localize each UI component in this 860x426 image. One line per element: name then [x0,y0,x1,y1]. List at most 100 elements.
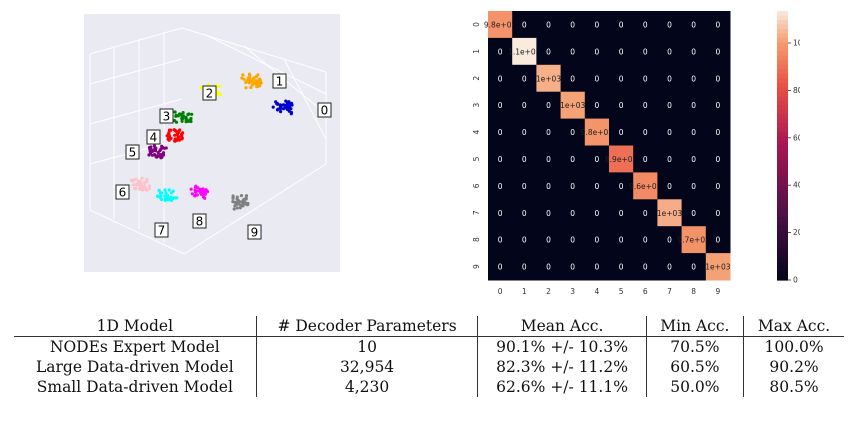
x-tick-label: 8 [691,287,696,296]
scatter-point [276,102,280,106]
heatmap-cell [560,172,586,200]
colorbar-segment [777,248,788,254]
y-tick-label: 8 [472,237,481,242]
y-tick-label: 6 [472,183,481,188]
heatmap-cell-label: 0 [716,155,721,164]
colorbar-segment [777,19,788,26]
heatmap-cell [584,226,610,254]
header-model: 1D Model [14,316,257,337]
scatter-point [180,116,184,120]
heatmap-cell [633,118,658,146]
scatter-point [138,186,142,190]
colorbar-segment [777,78,788,84]
heatmap-cell [584,199,610,227]
x-tick-label: 2 [546,287,551,296]
scatter-point [184,115,188,119]
colorbar-segment [777,190,788,196]
heatmap-cell-label: 0 [546,101,551,110]
cell-mean: 62.6% +/- 11.1% [477,377,647,397]
heatmap-cell-label: 0 [498,209,503,218]
scatter-point [284,99,288,103]
heatmap-cell-label: 0 [691,155,696,164]
scatter-point [157,188,161,192]
colorbar-segment [777,109,788,115]
scatter-point [243,201,247,205]
colorbar-segment [777,132,788,138]
colorbar-segment [777,176,788,182]
colorbar-segment [777,154,788,160]
scatter-point [161,153,166,157]
heatmap-cell-label: 0 [546,128,551,137]
scatter-point [159,194,163,198]
digit-label-0: 0 [321,104,329,118]
heatmap-cell [488,64,513,93]
table-header-row: 1D Model # Decoder Parameters Mean Acc. … [14,316,844,337]
colorbar-tick-label: 600 [793,133,800,142]
heatmap-cell-label: 1e+03 [657,209,682,218]
heatmap-cell [584,118,610,146]
scatter-point [161,151,166,155]
heatmap-cell-label: 0 [619,20,624,29]
heatmap-cell-label: 0 [546,155,551,164]
scatter-point [147,184,152,188]
digit-label-4: 4 [150,131,158,145]
heatmap-cell [560,64,586,93]
heatmap-cell [560,145,586,173]
heatmap-cell [657,37,683,66]
colorbar-segment [777,203,788,209]
heatmap-cell [536,118,562,146]
heatmap-cell-label: 0 [570,20,575,29]
scatter-point [152,153,157,157]
scatter-point [201,195,205,199]
scatter-point [193,185,198,189]
digit-label-1: 1 [276,75,284,89]
heatmap-cell [512,118,537,146]
cluster-1 [240,72,263,90]
heatmap-cell [536,64,562,93]
heatmap-cell [512,64,537,93]
heatmap-cell-label: 0 [522,263,527,272]
heatmap-cell [609,145,634,173]
heatmap-cell-label: 0 [595,47,600,56]
scatter-point [137,183,141,187]
scatter-point [134,177,138,181]
scatter-point [167,135,171,139]
heatmap-cell [536,253,562,281]
y-tick-label: 7 [472,210,481,215]
heatmap-cell [633,199,658,227]
heatmap-cell-label: 0 [498,263,503,272]
digit-label-6: 6 [119,186,127,200]
heatmap-cell [609,253,634,281]
heatmap-cell-label: 9.7e+02 [678,236,711,245]
heatmap-cell [560,91,586,120]
grid-line [89,27,183,55]
heatmap-cell-label: 8.9e+02 [605,155,638,164]
scatter-point [163,198,167,202]
heatmap-cell-label: 0 [667,182,672,191]
heatmap-cell-label: 0 [498,101,503,110]
colorbar-segment [777,118,788,124]
scatter-point [278,103,282,107]
heatmap-cell-label: 0 [522,236,527,245]
colorbar-segment [777,163,788,169]
colorbar-segment [777,275,788,281]
heatmap-cell [657,11,683,39]
scatter-point [190,112,194,116]
heatmap-cell-label: 0 [643,209,648,218]
scatter-3d-canvas: 0 1 2 345 6 7 8 9 [89,27,332,255]
heatmap-cell [584,145,610,173]
digit-label-box [146,129,161,145]
cell-max: 80.5% [743,377,844,397]
colorbar-segment [777,24,788,30]
heatmap-cell-label: 0 [595,20,600,29]
scatter-point [169,136,173,140]
colorbar-segment [777,69,788,75]
digit-label-5: 5 [129,146,137,160]
heatmap-cell [705,91,731,120]
scatter-point [164,191,168,195]
heatmap-cell-label: 0 [595,74,600,83]
heatmap-cell [512,11,537,39]
heatmap-cell [681,37,707,66]
heatmap-cell [512,145,537,173]
colorbar-segment [777,221,788,227]
